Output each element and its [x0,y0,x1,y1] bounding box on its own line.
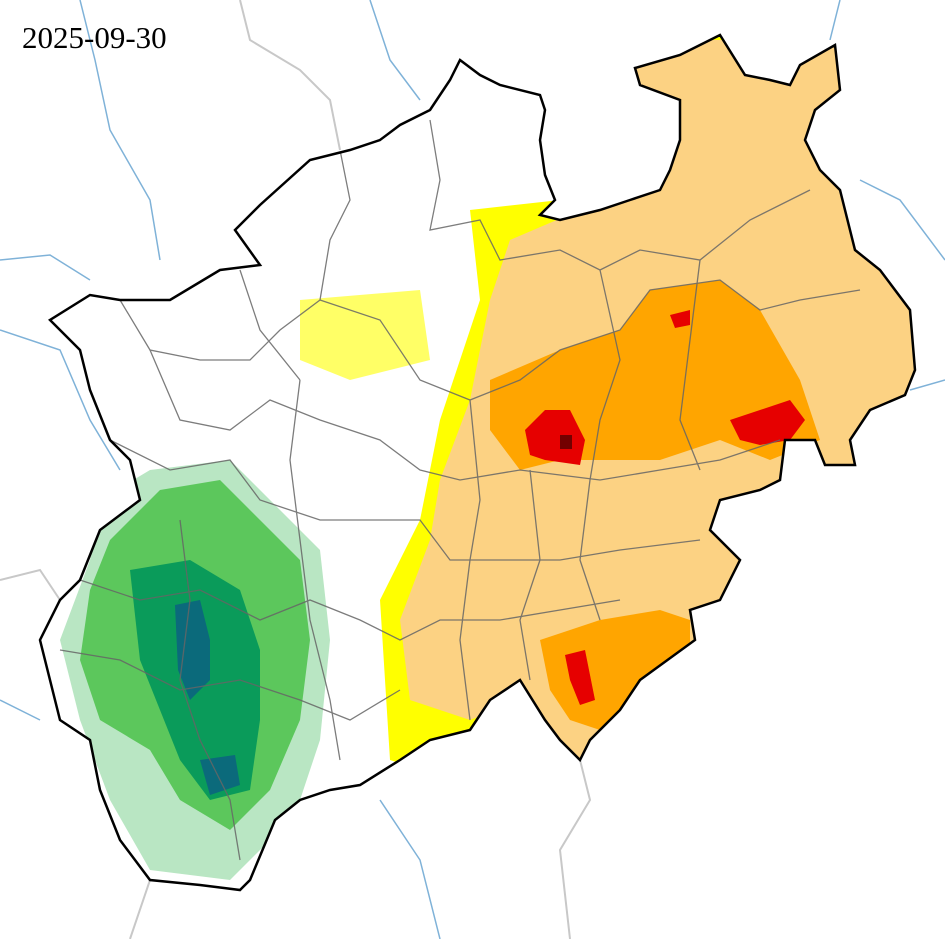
district-border [179,519,241,861]
district-border [79,579,621,641]
class-dark-red-spot [560,435,572,449]
class-red-north [670,310,690,328]
district-border [149,349,781,481]
river [0,329,121,471]
neighbour-border [239,0,341,151]
river [0,254,91,281]
district-border [459,399,481,721]
district-border [119,149,351,361]
neighbour-border [558,759,592,939]
river [0,699,41,721]
class-yellow-scatter [300,290,430,380]
class-orange-south [540,610,690,730]
district-border [519,469,541,681]
river [379,799,441,939]
district-border [579,269,621,621]
district-border [109,439,701,561]
neighbour-border [0,568,61,601]
river [909,379,945,391]
district-border [319,279,861,401]
district-border [289,379,341,761]
district-border [679,259,701,471]
district-border [429,119,811,271]
river [369,0,421,101]
class-red-area [525,410,585,465]
district-borders [59,119,861,861]
date-label: 2025-09-30 [22,20,167,55]
neighbour-borders [0,0,592,939]
class-teal-area [175,600,210,700]
river [859,179,945,261]
river [829,0,841,41]
river [79,0,161,261]
neighbour-border [129,879,151,939]
class-teal-south [200,755,240,795]
district-border [239,269,301,381]
class-red-east [730,400,805,445]
class-red-south [565,650,595,705]
district-border [59,649,401,721]
